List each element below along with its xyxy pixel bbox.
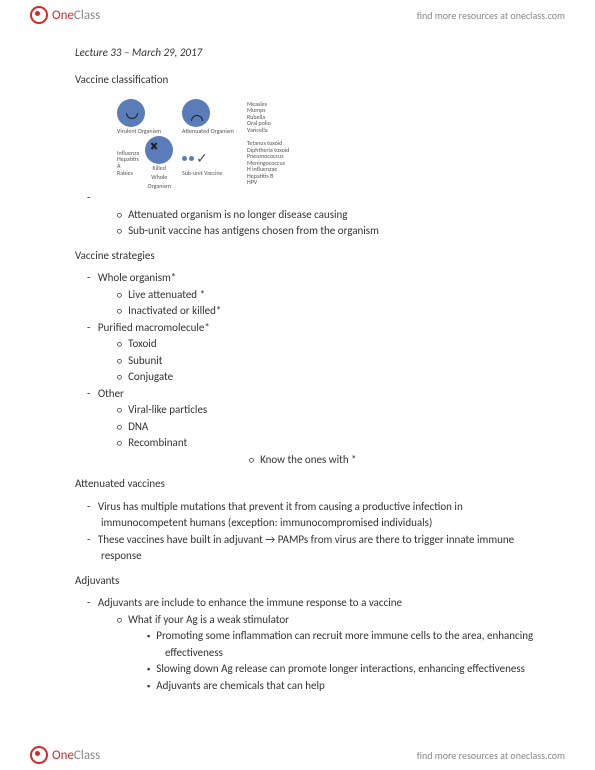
section-strategies: Vaccine strategies bbox=[75, 248, 535, 265]
strat-macro-a: Toxoid bbox=[117, 336, 535, 353]
strat-note: Know the ones with * bbox=[249, 452, 535, 469]
adj-b1-a-i: Promoting some inflammation can recruit … bbox=[147, 628, 535, 661]
strat-macro: Purified macromolecule* bbox=[87, 320, 535, 337]
footer-logo-text: OneClass bbox=[52, 748, 100, 763]
lecture-title: Lecture 33 – March 29, 2017 bbox=[75, 45, 535, 62]
strat-macro-c: Conjugate bbox=[117, 369, 535, 386]
logo-class: Class bbox=[74, 8, 100, 23]
footer-logo-one: One bbox=[52, 748, 74, 763]
logo: OneClass bbox=[30, 6, 100, 24]
section-attenuated: Attenuated vaccines bbox=[75, 476, 535, 493]
strat-whole: Whole organism* bbox=[87, 270, 535, 287]
strat-other-a: Viral-like particles bbox=[117, 402, 535, 419]
killed-list: Influenza Hepatitis A Rabies bbox=[117, 150, 139, 176]
logo-icon bbox=[30, 6, 48, 24]
atten-b1: Virus has multiple mutations that preven… bbox=[87, 499, 535, 532]
logo-text: OneClass bbox=[52, 8, 100, 23]
diagram-attenuated-list: Measles Mumps Rubella Oral polio Varicel… bbox=[247, 96, 327, 138]
class-bullet-1: Attenuated organism is no longer disease… bbox=[117, 207, 535, 224]
adj-b1: Adjuvants are include to enhance the imm… bbox=[87, 595, 535, 612]
footer-logo-icon bbox=[30, 746, 48, 764]
subunit-list: Tetanus toxoid Diphtheria toxoid Pneumoc… bbox=[247, 140, 289, 186]
adj-b1-a: What if your Ag is a weak stimulator bbox=[117, 612, 535, 629]
footer-logo: OneClass bbox=[30, 746, 100, 764]
footer-link[interactable]: find more resources at oneclass.com bbox=[417, 749, 565, 762]
virulent-icon bbox=[117, 99, 145, 127]
page-footer: OneClass find more resources at oneclass… bbox=[0, 740, 595, 770]
strat-other-c: Recombinant bbox=[117, 435, 535, 452]
attenuated-label: Attenuated Organism bbox=[182, 127, 234, 136]
killed-label: Killed Whole Organism bbox=[145, 164, 173, 191]
class-bullet-2: Sub-unit vaccine has antigens chosen fro… bbox=[117, 223, 535, 240]
diagram-killed: Influenza Hepatitis A Rabies Killed Whol… bbox=[117, 142, 172, 184]
attenuated-icon bbox=[182, 99, 210, 127]
attenuated-list: Measles Mumps Rubella Oral polio Varicel… bbox=[247, 101, 271, 134]
adj-b1-a-ii: Slowing down Ag release can promote long… bbox=[147, 661, 535, 678]
strat-other-b: DNA bbox=[117, 419, 535, 436]
subunit-icon: ✓ bbox=[182, 148, 222, 169]
header-link[interactable]: find more resources at oneclass.com bbox=[417, 9, 565, 22]
subunit-label: Sub-unit Vaccine bbox=[182, 169, 222, 178]
section-adjuvants: Adjuvants bbox=[75, 573, 535, 590]
diagram-subunit-list: Tetanus toxoid Diphtheria toxoid Pneumoc… bbox=[247, 142, 327, 184]
virulent-label: Virulent Organism bbox=[117, 127, 161, 136]
diagram-subunit: ✓ Sub-unit Vaccine bbox=[182, 142, 237, 184]
strat-other: Other bbox=[87, 386, 535, 403]
strat-macro-b: Subunit bbox=[117, 353, 535, 370]
vaccine-diagram: Virulent Organism Attenuated Organism Me… bbox=[117, 96, 535, 184]
footer-logo-class: Class bbox=[74, 748, 100, 763]
adj-b1-a-iii: Adjuvants are chemicals that can help bbox=[147, 678, 535, 695]
strat-whole-a: Live attenuated * bbox=[117, 287, 535, 304]
diagram-attenuated: Attenuated Organism bbox=[182, 96, 237, 138]
section-classification: Vaccine classification bbox=[75, 72, 535, 89]
diagram-virulent: Virulent Organism bbox=[117, 96, 172, 138]
strat-whole-b: Inactivated or killed* bbox=[117, 303, 535, 320]
dash-spacer bbox=[87, 190, 535, 207]
document-body: Lecture 33 – March 29, 2017 Vaccine clas… bbox=[75, 45, 535, 694]
killed-icon bbox=[145, 136, 173, 164]
logo-one: One bbox=[52, 8, 74, 23]
atten-b2: These vaccines have built in adjuvant → … bbox=[87, 532, 535, 565]
page-header: OneClass find more resources at oneclass… bbox=[0, 0, 595, 30]
